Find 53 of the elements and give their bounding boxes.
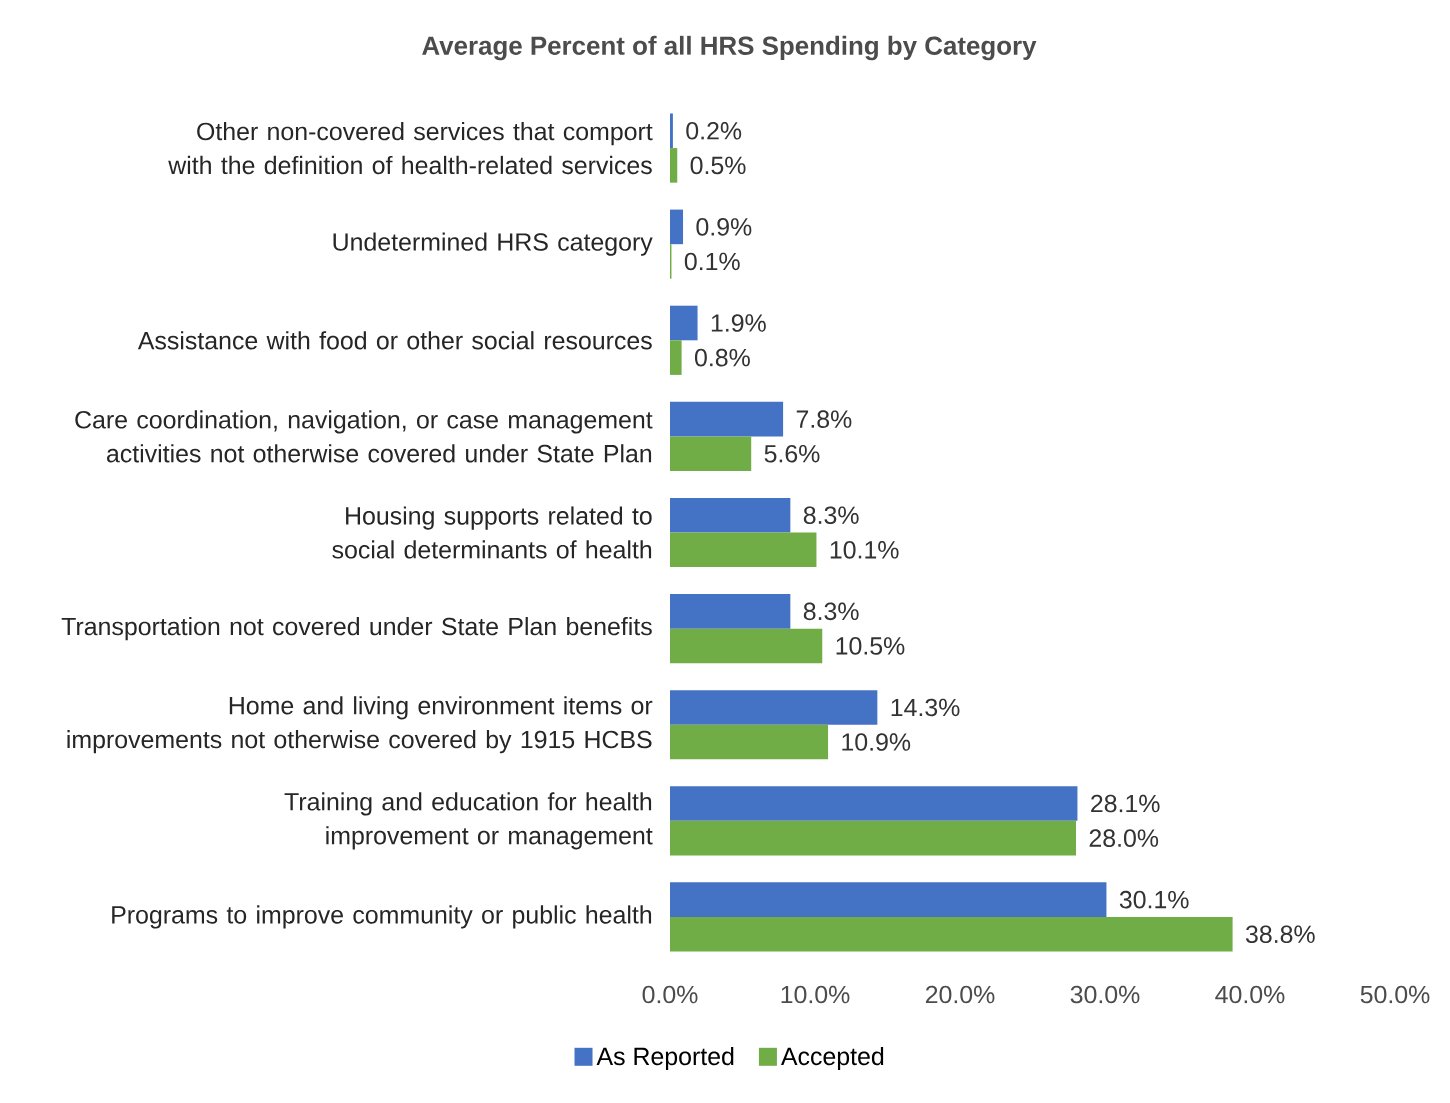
bar xyxy=(670,209,684,245)
y-tick-label: Care coordination, navigation, or case management activities not otherwise covered under State Plan xyxy=(75,410,653,463)
chart-title: Average Percent of all HRS Spending by Category xyxy=(422,35,1037,61)
bar xyxy=(670,882,1107,917)
data-label: 10.5% xyxy=(836,637,905,655)
legend-label: As Reported xyxy=(596,1046,734,1071)
data-label: 28.1% xyxy=(1091,794,1160,813)
bar xyxy=(670,305,698,341)
data-label: 1.9% xyxy=(711,314,766,332)
bar xyxy=(670,628,823,664)
data-label: 28.0% xyxy=(1089,829,1159,847)
data-label: 0.5% xyxy=(690,156,746,175)
x-tick-label: 50.0% xyxy=(1360,985,1430,1004)
bar xyxy=(670,401,784,437)
data-label: 0.8% xyxy=(694,348,750,367)
bar xyxy=(670,916,1233,952)
data-label: 7.8% xyxy=(796,410,852,428)
bar xyxy=(670,340,682,375)
bar xyxy=(670,786,1078,821)
y-tick-label: Other non-covered services that comport with the definition of health-related services xyxy=(168,121,653,175)
data-label: 10.9% xyxy=(842,733,911,751)
data-label: 38.8% xyxy=(1245,925,1315,944)
data-label: 5.6% xyxy=(764,444,820,463)
y-tick-label: Home and living environment items or improvements not otherwise covered by 1915 HCBS xyxy=(67,696,653,754)
y-tick-label: Housing supports related to social determinants of health xyxy=(332,506,652,559)
legend-label: Accepted xyxy=(780,1046,884,1071)
y-tick-label: Programs to improve community or public health xyxy=(112,905,652,929)
y-tick-label: Undetermined HRS category xyxy=(333,232,653,256)
bar xyxy=(670,113,673,149)
bar xyxy=(670,497,791,533)
x-tick-label: 30.0% xyxy=(1070,985,1140,1004)
x-tick-label: 10.0% xyxy=(781,985,850,1004)
data-label: 8.3% xyxy=(803,506,859,525)
bar xyxy=(670,594,791,629)
data-label: 14.3% xyxy=(891,698,960,717)
bar xyxy=(670,690,878,725)
data-label: 8.3% xyxy=(803,602,859,621)
bar xyxy=(670,820,1076,856)
bar xyxy=(670,532,817,568)
data-label: 0.9% xyxy=(696,218,752,236)
x-tick-label: 20.0% xyxy=(925,985,995,1004)
bar xyxy=(670,724,829,760)
x-tick-label: 40.0% xyxy=(1215,985,1285,1004)
data-label: 0.2% xyxy=(686,121,742,140)
data-label: 0.1% xyxy=(684,252,740,271)
bar xyxy=(670,148,678,183)
data-label: 10.1% xyxy=(830,541,899,559)
data-label: 30.1% xyxy=(1119,890,1189,909)
y-tick-label: Transportation not covered under State Plan benefits xyxy=(61,617,652,641)
x-tick-label: 0.0% xyxy=(642,985,698,1004)
y-tick-label: Assistance with food or other social resources xyxy=(137,331,652,350)
bar xyxy=(670,436,752,472)
y-tick-label: Training and education for health improvement or management xyxy=(284,792,653,850)
